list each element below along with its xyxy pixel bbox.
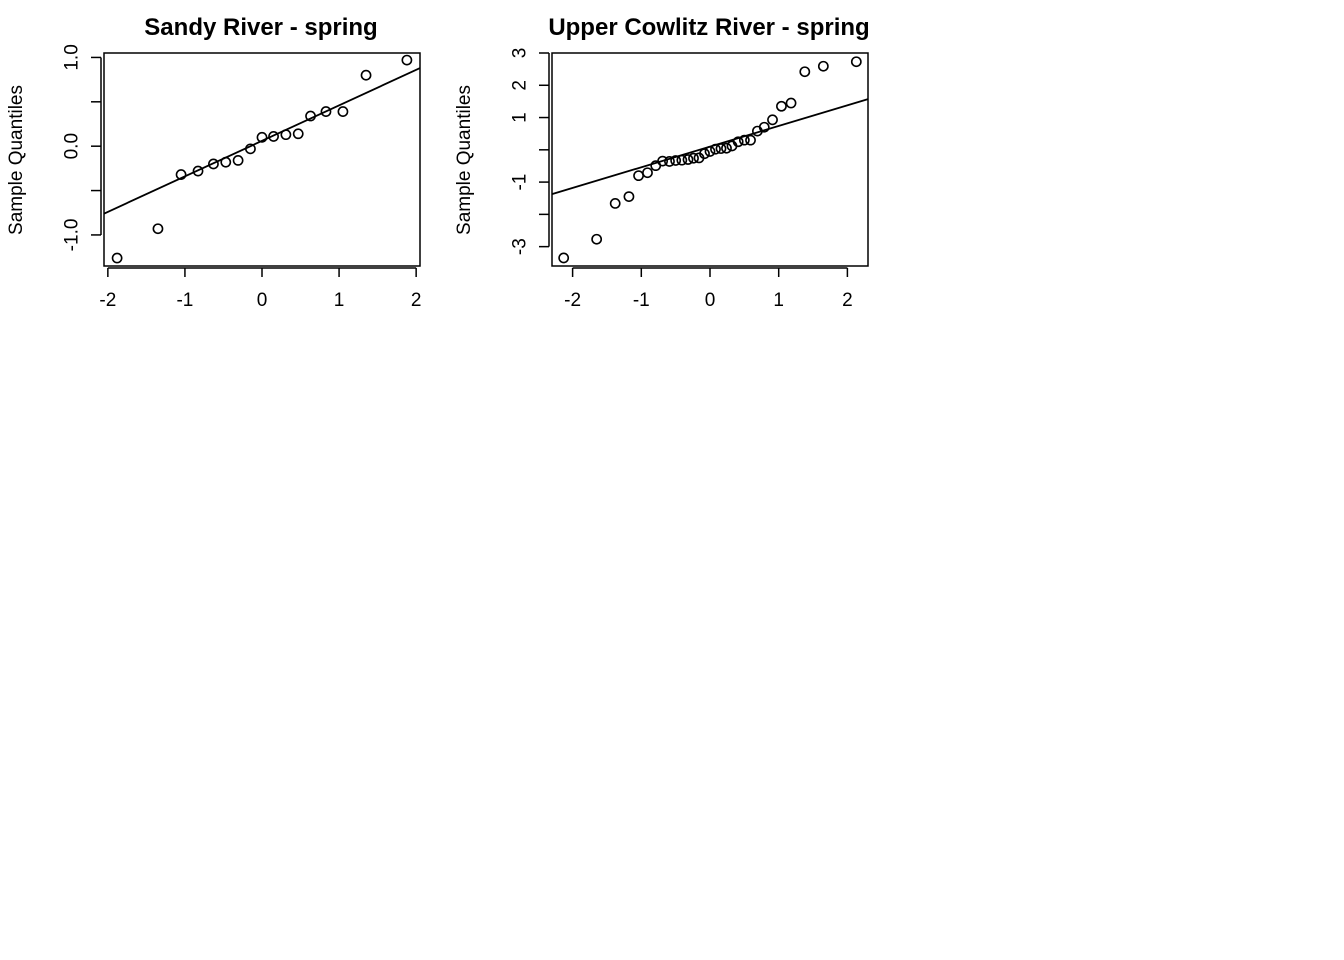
data-point (776, 100, 787, 112)
x-tick-label: -1 (176, 290, 193, 311)
data-point (657, 155, 668, 167)
data-point (799, 66, 811, 78)
data-point (292, 128, 304, 140)
data-point (558, 252, 570, 264)
data-point (670, 155, 682, 166)
plot-frame (551, 52, 869, 267)
data-point (682, 154, 694, 165)
data-point (192, 165, 204, 177)
x-tick-label: 1 (334, 290, 345, 311)
data-point (688, 152, 699, 164)
data-point (232, 154, 244, 166)
data-point (715, 143, 727, 154)
data-point (256, 131, 268, 143)
y-axis-label: Sample Quantiles (6, 85, 27, 235)
data-point (745, 134, 756, 146)
data-point (758, 121, 770, 133)
y-axis-label: Sample Quantiles (454, 85, 475, 235)
data-point (245, 143, 256, 155)
data-point (152, 223, 164, 235)
data-point (676, 154, 688, 166)
x-tick-label: -2 (564, 290, 581, 311)
y-tick-label: 0.0 (62, 133, 83, 159)
data-point (305, 110, 316, 122)
data-point (699, 148, 710, 160)
chart-title: Sandy River - spring (144, 14, 377, 41)
data-point (785, 97, 797, 109)
chart-title: Upper Cowlitz River - spring (548, 14, 869, 41)
data-point (642, 167, 653, 179)
data-point (280, 129, 292, 141)
data-point (268, 131, 279, 142)
data-point (220, 156, 232, 168)
y-tick-label: 1 (510, 112, 531, 123)
data-point (850, 56, 862, 68)
data-point (609, 197, 621, 209)
data-point (623, 191, 635, 203)
x-tick-label: 2 (842, 290, 853, 311)
x-tick-label: 1 (773, 290, 784, 311)
points-layer (111, 54, 413, 264)
data-point (360, 69, 372, 81)
data-point (704, 146, 716, 157)
data-point (320, 106, 332, 117)
data-point (817, 60, 829, 72)
y-tick-label: 3 (510, 48, 531, 59)
y-tick-label: -1 (510, 174, 531, 191)
x-tick-label: 0 (257, 290, 268, 311)
data-point (591, 233, 603, 245)
x-tick-label: -2 (99, 290, 116, 311)
y-tick-label: 2 (510, 80, 531, 91)
axes-layer: -2 -1 0 1 2 -1.0 0.0 1.0 (62, 44, 422, 311)
data-point (721, 142, 732, 154)
y-tick-label: 1.0 (62, 44, 83, 70)
axes-layer: -2 -1 0 1 2 -3 -1 1 2 3 (510, 48, 853, 311)
data-point (664, 156, 675, 167)
x-tick-label: 0 (705, 290, 716, 311)
x-tick-label: 2 (411, 290, 422, 311)
qq-reference-line (103, 67, 421, 215)
data-point (732, 136, 744, 148)
data-point (767, 114, 778, 126)
y-tick-label: -3 (510, 238, 531, 255)
data-point (710, 143, 721, 155)
data-point (401, 54, 413, 66)
plot-frame (103, 52, 421, 267)
data-point (111, 252, 123, 264)
data-point (175, 169, 187, 180)
panel-upper-cowlitz-river-spring: Upper Cowlitz River - spring Sample Quan… (454, 14, 870, 311)
points-layer (558, 56, 862, 264)
reference-line-layer (103, 67, 421, 215)
data-point (208, 158, 219, 170)
x-tick-label: -1 (633, 290, 650, 311)
panel-sandy-river-spring: Sandy River - spring Sample Quantiles -2… (6, 14, 421, 311)
data-point (337, 106, 349, 117)
data-point (738, 134, 750, 146)
y-tick-label: -1.0 (62, 219, 83, 252)
